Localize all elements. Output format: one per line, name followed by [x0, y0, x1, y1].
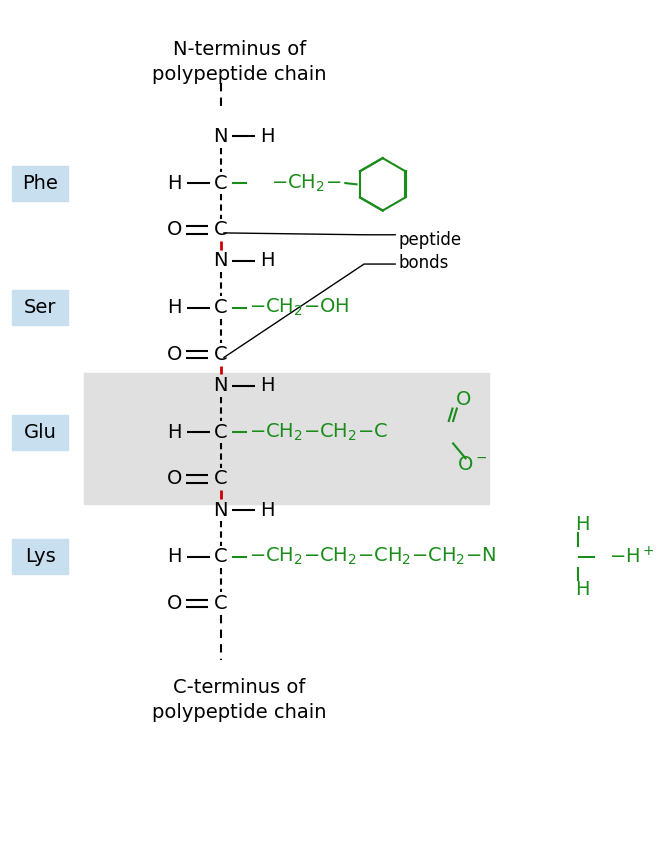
Bar [12, 165, 68, 200]
Text: N: N [214, 376, 228, 395]
Text: O: O [166, 221, 182, 239]
Text: H: H [167, 547, 182, 567]
Text: Lys: Lys [25, 547, 55, 567]
Text: $-$CH$_2$$-$: $-$CH$_2$$-$ [270, 172, 341, 193]
Text: C: C [214, 174, 228, 193]
Text: O: O [166, 594, 182, 613]
Text: Glu: Glu [24, 423, 57, 441]
Text: H: H [261, 127, 275, 146]
Text: C: C [214, 345, 228, 364]
Text: N: N [214, 501, 228, 520]
Text: C: C [214, 469, 228, 488]
Text: N-terminus of
polypeptide chain: N-terminus of polypeptide chain [152, 40, 327, 83]
Text: N: N [214, 251, 228, 270]
Text: C-terminus of
polypeptide chain: C-terminus of polypeptide chain [152, 678, 327, 722]
Text: peptide
bonds: peptide bonds [398, 232, 461, 272]
Text: C: C [214, 423, 228, 441]
Text: Phe: Phe [22, 174, 58, 193]
Text: H: H [167, 423, 182, 441]
Bar [84, 373, 489, 504]
Text: C: C [214, 298, 228, 317]
Text: N: N [214, 127, 228, 146]
Text: O: O [166, 345, 182, 364]
Text: $-$CH$_2$$-$CH$_2$$-$C: $-$CH$_2$$-$CH$_2$$-$C [249, 422, 388, 443]
Bar [12, 291, 68, 325]
Bar [12, 539, 68, 574]
Text: H: H [575, 579, 590, 599]
Text: O: O [456, 390, 471, 409]
Text: C: C [214, 221, 228, 239]
Text: O$^-$: O$^-$ [457, 455, 487, 474]
Text: $-$H$^+$: $-$H$^+$ [609, 546, 655, 567]
Text: H: H [167, 298, 182, 317]
Text: H: H [167, 174, 182, 193]
Text: O: O [166, 469, 182, 488]
Text: C: C [214, 547, 228, 567]
Text: H: H [261, 376, 275, 395]
Text: H: H [261, 251, 275, 270]
Bar [12, 415, 68, 450]
Text: H: H [575, 515, 590, 534]
Text: $-$CH$_2$$-$CH$_2$$-$CH$_2$$-$CH$_2$$-$N: $-$CH$_2$$-$CH$_2$$-$CH$_2$$-$CH$_2$$-$N [249, 546, 496, 567]
Text: $-$CH$_2$$-$OH: $-$CH$_2$$-$OH [249, 297, 349, 319]
Text: H: H [261, 501, 275, 520]
Text: Ser: Ser [24, 298, 57, 317]
Text: C: C [214, 594, 228, 613]
